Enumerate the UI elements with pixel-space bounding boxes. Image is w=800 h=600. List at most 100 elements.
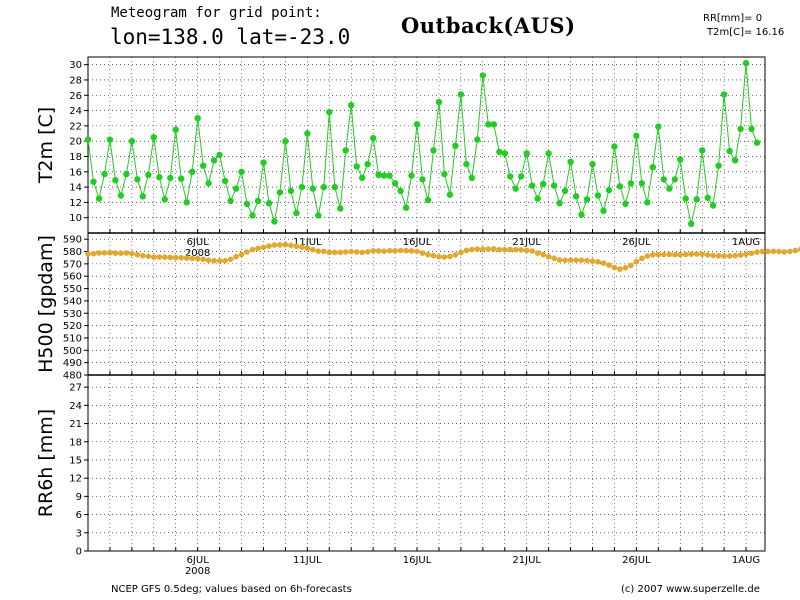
h500-data-point <box>211 257 217 264</box>
h500-data-point <box>288 242 294 249</box>
h500-data-point <box>628 262 634 269</box>
h500-data-point <box>326 249 333 256</box>
h500-data-point <box>364 249 371 255</box>
t2m-data-point <box>189 168 196 175</box>
t2m-panel-frame <box>87 56 766 234</box>
t2m-data-point <box>446 191 454 198</box>
t2m-data-point <box>342 147 349 154</box>
t2m-data-point <box>479 72 486 79</box>
h500-data-point <box>507 246 513 253</box>
t2m-data-point <box>633 132 640 139</box>
copyright-note: (c) 2007 www.superzelle.de <box>621 584 760 595</box>
t2m-data-point <box>161 196 168 203</box>
h500-data-point <box>140 252 146 259</box>
h500-data-point <box>134 251 141 258</box>
h500-data-point <box>463 247 470 254</box>
t2m-data-point <box>408 172 415 179</box>
h500-y-tick-label: 490 <box>63 358 82 369</box>
t2m-data-point <box>435 98 443 106</box>
h500-data-point <box>441 254 448 260</box>
h500-y-tick-label: 580 <box>63 247 82 258</box>
h500-data-point <box>85 251 91 257</box>
h500-data-point <box>502 246 508 253</box>
h500-y-tick-label: 590 <box>63 235 82 246</box>
t2m-y-tick-label: 12 <box>69 198 82 209</box>
h500-data-point <box>606 262 612 268</box>
h500-data-point <box>145 253 152 260</box>
t2m-data-point <box>309 185 316 192</box>
h500-data-point <box>534 250 541 256</box>
h500-data-point <box>414 248 420 255</box>
h500-data-point <box>304 245 311 252</box>
t2m-data-point <box>419 176 426 183</box>
h500-data-point <box>452 252 459 258</box>
rr6h-x-tick-label: 26JUL <box>622 555 651 566</box>
h500-data-point <box>732 252 738 259</box>
t2m-x-tick-label: 1AUG <box>732 237 760 248</box>
t2m-data-point <box>359 174 366 182</box>
h500-data-point <box>277 242 283 248</box>
h500-data-point <box>491 246 497 252</box>
rr6h-y-tick-label: 3 <box>76 528 82 539</box>
t2m-data-point <box>430 147 437 154</box>
t2m-data-point <box>271 218 278 225</box>
h500-data-point <box>748 250 755 257</box>
h500-data-point <box>310 246 316 253</box>
h500-data-point <box>688 251 694 257</box>
h500-data-point <box>107 250 113 256</box>
t2m-data-point <box>737 125 744 133</box>
h500-data-point <box>672 251 678 258</box>
h500-data-point <box>512 246 519 253</box>
h500-data-point <box>348 248 355 255</box>
h500-y-tick-label: 560 <box>63 272 82 283</box>
h500-data-point <box>573 257 579 264</box>
h500-data-point <box>704 252 711 258</box>
h500-y-tick-label: 550 <box>63 284 82 295</box>
h500-data-point <box>216 258 223 264</box>
t2m-data-point <box>413 121 421 128</box>
h500-data-point <box>770 248 777 255</box>
t2m-data-point <box>490 121 497 128</box>
rr6h-x-tick-label: 6JUL <box>187 555 210 566</box>
h500-data-point <box>118 250 124 256</box>
h500-data-point <box>567 257 574 264</box>
t2m-y-tick-label: 28 <box>69 75 82 86</box>
t2m-x-tick-label: 21JUL <box>512 237 541 248</box>
t2m-data-point <box>567 158 574 165</box>
t2m-data-point <box>627 180 635 187</box>
h500-data-point <box>397 247 404 254</box>
h500-data-point <box>721 253 727 259</box>
t2m-data-point <box>145 171 152 178</box>
t2m-data-point <box>167 174 174 182</box>
t2m-y-tick-label: 18 <box>69 152 82 163</box>
t2m-data-point <box>254 197 262 205</box>
h500-data-point <box>650 252 656 258</box>
t2m-data-point <box>753 139 761 146</box>
h500-axis-label: H500 [gpdam] <box>35 235 57 373</box>
current-rain-readout: RR[mm]= 0 <box>703 13 763 24</box>
h500-data-point <box>370 248 377 254</box>
t2m-y-tick-label: 16 <box>69 167 82 178</box>
h500-data-point <box>474 246 481 252</box>
t2m-data-point <box>578 211 585 218</box>
h500-data-point <box>293 243 300 250</box>
t2m-data-point <box>561 187 569 195</box>
h500-data-point <box>386 247 393 254</box>
t2m-data-point <box>106 136 114 143</box>
h500-data-point <box>551 255 557 262</box>
t2m-data-point <box>331 183 338 191</box>
h500-data-point <box>315 248 322 254</box>
t2m-data-point <box>172 126 179 133</box>
t2m-data-point <box>529 182 536 189</box>
t2m-data-point <box>709 202 717 209</box>
t2m-data-point <box>386 172 393 179</box>
t2m-data-point <box>282 138 289 145</box>
h500-data-point <box>710 252 716 259</box>
t2m-data-point <box>139 193 146 200</box>
h500-data-point <box>156 254 163 260</box>
rr6h-y-tick-label: 6 <box>76 510 82 521</box>
t2m-data-point <box>572 193 580 200</box>
t2m-data-point <box>720 91 728 98</box>
h500-data-point <box>392 248 398 254</box>
t2m-data-point <box>616 183 624 190</box>
